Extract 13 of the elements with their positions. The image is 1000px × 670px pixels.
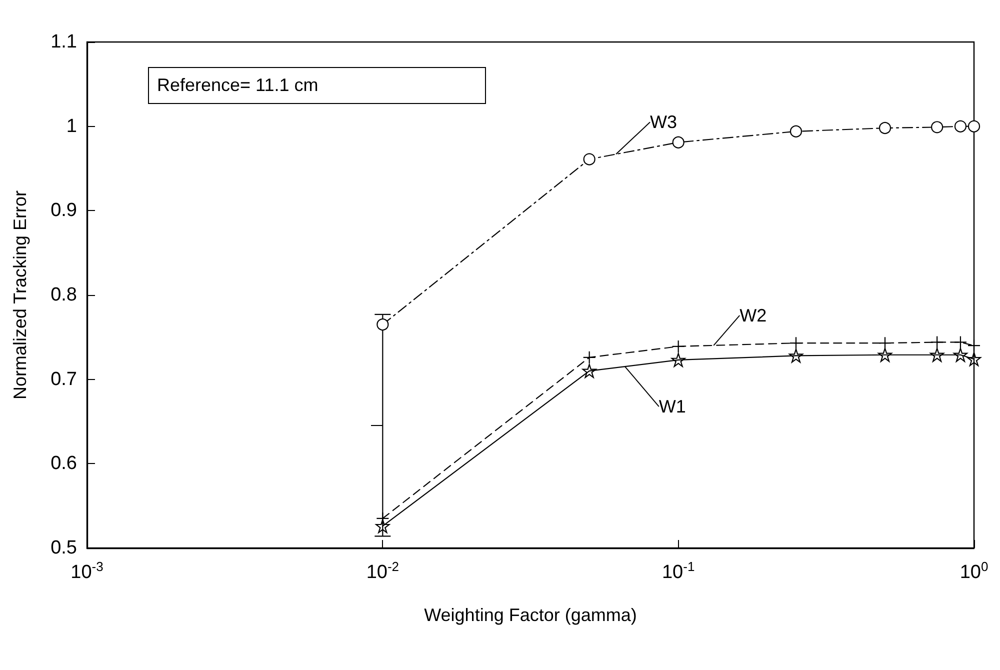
y-tick-label: 1 xyxy=(66,116,77,137)
series-label: W2 xyxy=(740,305,767,326)
y-tick-label: 0.7 xyxy=(50,368,77,390)
series-label: W3 xyxy=(650,112,678,132)
y-axis-title: Normalized Tracking Error xyxy=(10,190,30,400)
annotation: Reference= 11.1 cm xyxy=(148,67,486,104)
y-tick-label: 0.6 xyxy=(50,453,77,474)
x-axis-title: Weighting Factor (gamma) xyxy=(424,605,637,625)
series-label: W1 xyxy=(658,396,686,417)
y-tick-label: 1.1 xyxy=(50,32,77,52)
y-tick-label: 0.5 xyxy=(50,538,77,558)
y-tick-label: 0.8 xyxy=(50,284,77,306)
y-tick-label: 0.9 xyxy=(50,200,77,222)
